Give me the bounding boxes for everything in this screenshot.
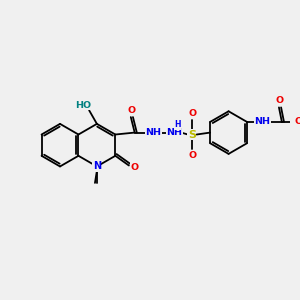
Text: H: H xyxy=(174,120,181,129)
Text: S: S xyxy=(188,130,196,140)
Text: O: O xyxy=(128,106,136,115)
Text: O: O xyxy=(294,117,300,126)
Text: N: N xyxy=(93,161,101,172)
Text: HO: HO xyxy=(75,101,92,110)
Text: O: O xyxy=(189,151,197,160)
Text: O: O xyxy=(189,109,197,118)
Text: NH: NH xyxy=(145,128,161,137)
Text: NH: NH xyxy=(167,128,182,137)
Text: O: O xyxy=(276,96,284,105)
Text: O: O xyxy=(130,163,139,172)
Text: NH: NH xyxy=(254,117,271,126)
